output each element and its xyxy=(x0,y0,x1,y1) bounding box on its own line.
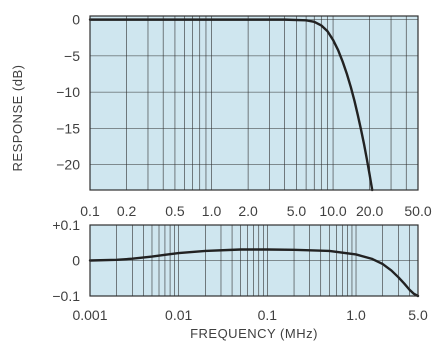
top-y-tick-label: −10 xyxy=(56,84,80,100)
bottom-x-tick-label: 5.0 xyxy=(408,307,428,323)
top-x-tick-label: 0.2 xyxy=(117,203,137,219)
top-plot-area xyxy=(90,16,418,190)
bottom-y-tick-label: −0.1 xyxy=(52,288,80,304)
passband-ripple-panel: 0.001 0.01 0.1 1.0 5.0 +0.1 0 −0.1 xyxy=(52,217,428,323)
top-y-tick-label: −5 xyxy=(64,48,80,64)
bottom-y-tick-label: +0.1 xyxy=(52,217,80,233)
bottom-x-tick-label: 1.0 xyxy=(346,307,366,323)
top-x-tick-label: 10.0 xyxy=(319,203,346,219)
top-x-tick-label: 20.0 xyxy=(356,203,383,219)
bottom-x-tick-label: 0.01 xyxy=(165,307,192,323)
bottom-x-tick-label: 0.1 xyxy=(258,307,278,323)
bottom-plot-frame xyxy=(89,224,419,297)
top-x-tick-label: 50.0 xyxy=(404,203,431,219)
top-x-tick-label: 5.0 xyxy=(287,203,307,219)
response-db-panel: 0.1 0.2 0.5 1.0 2.0 5.0 10.0 20.0 50.0 0 −5 −10 −15 −… xyxy=(56,12,432,219)
y-axis-label: RESPONSE (dB) xyxy=(10,65,25,172)
top-response-curve xyxy=(88,18,374,192)
bottom-response-curve xyxy=(88,248,420,298)
bottom-y-tick-label: 0 xyxy=(72,253,80,269)
x-axis-label: FREQUENCY (MHz) xyxy=(190,326,318,341)
top-x-tick-label: 0.1 xyxy=(80,203,100,219)
bottom-x-tick-label: 0.001 xyxy=(72,307,107,323)
top-y-tick-label: 0 xyxy=(72,12,80,28)
top-plot-frame xyxy=(89,15,419,191)
top-x-tick-label: 0.5 xyxy=(165,203,185,219)
top-x-tick-label: 1.0 xyxy=(202,203,222,219)
top-y-tick-label: −20 xyxy=(56,157,80,173)
top-y-tick-label: −15 xyxy=(56,120,80,136)
top-x-tick-label: 2.0 xyxy=(238,203,258,219)
